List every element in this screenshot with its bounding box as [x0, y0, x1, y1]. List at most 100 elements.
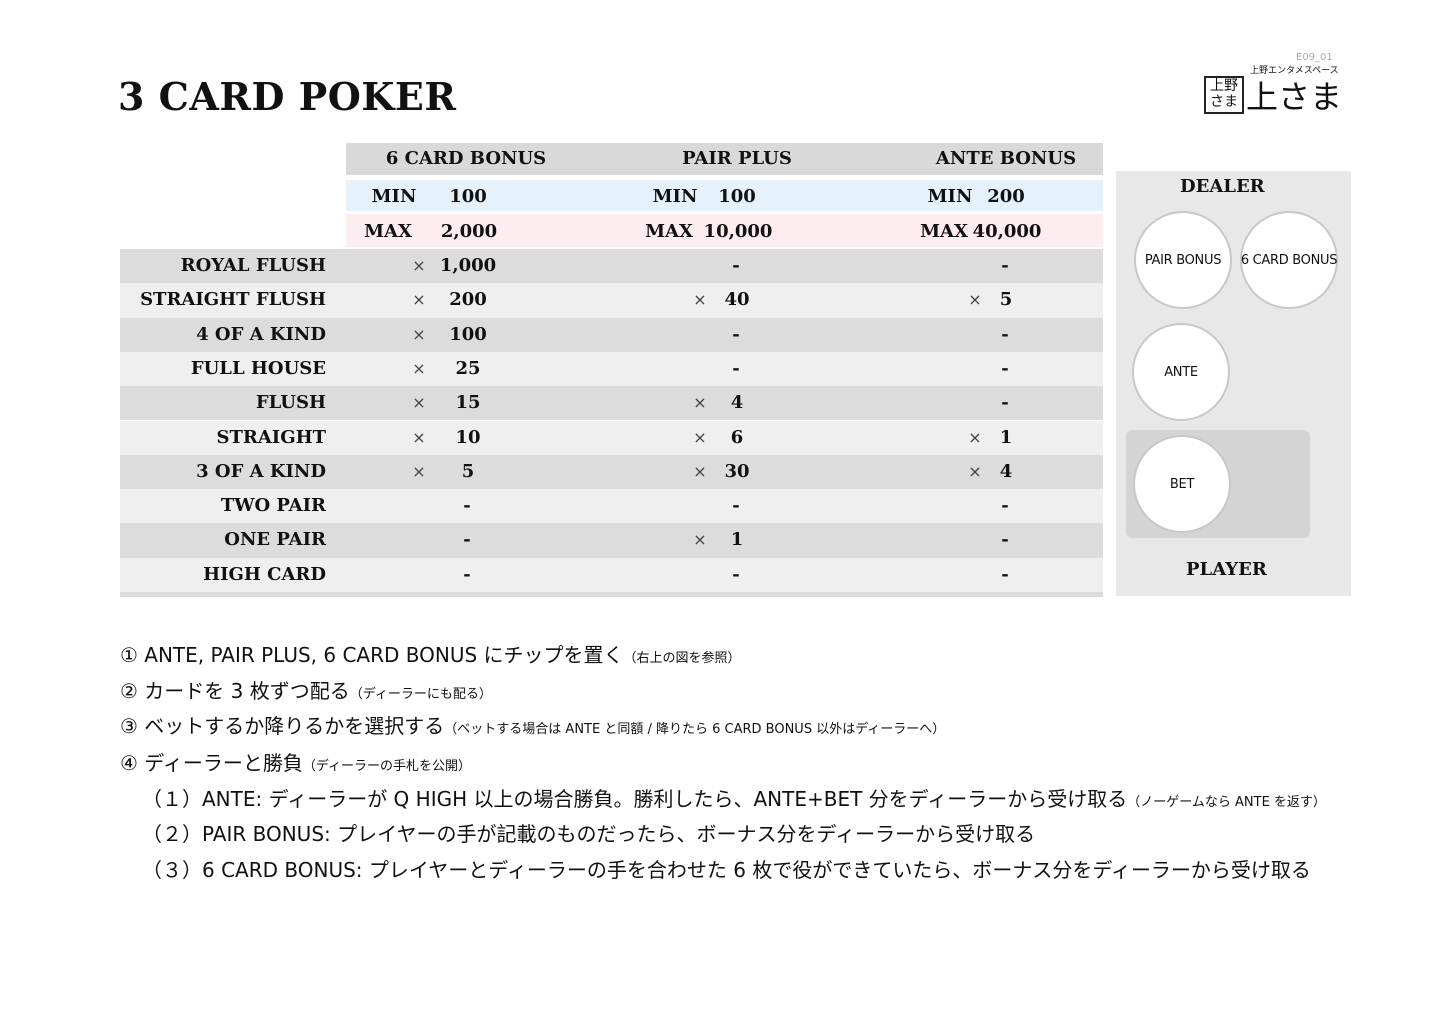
payout-value: - [1001, 392, 1009, 414]
multiplier-symbol: × [693, 461, 707, 481]
hand-name: STRAIGHT FLUSH [140, 289, 326, 311]
table-row [120, 386, 1103, 421]
instruction-note: （ノーゲームなら ANTE を返す） [1127, 795, 1326, 810]
payout-value: 40 [724, 289, 750, 311]
table-row [120, 420, 1103, 455]
payout-value: 1,000 [439, 255, 497, 276]
multiplier-symbol: × [412, 256, 426, 275]
payout-value: - [732, 255, 740, 276]
table-row [120, 454, 1103, 490]
multiplier-symbol: × [693, 427, 707, 447]
instruction-line: （２）PAIR BONUS: プレイヤーの手が記載のものだったら、ボーナス分をデ… [142, 818, 1035, 847]
max-row-band [346, 214, 1103, 247]
ante-spot: ANTE [1132, 323, 1230, 421]
min-label: MIN [371, 186, 417, 207]
hand-name: ROYAL FLUSH [180, 255, 326, 276]
max-label: MAX [645, 221, 693, 242]
instruction-text: ③ ベットするか降りるかを選択する [120, 714, 445, 738]
column-header: 6 CARD BONUS [385, 148, 547, 169]
min-value: 100 [718, 186, 756, 207]
column-header: PAIR PLUS [682, 148, 792, 169]
payout-value: 1 [999, 426, 1013, 448]
multiplier-symbol: × [412, 461, 426, 481]
payout-value: - [1001, 323, 1009, 345]
instruction-line: ② カードを 3 枚ずつ配る（ディーラーにも配る） [120, 675, 492, 704]
table-row [120, 317, 1103, 352]
payout-value: 6 [730, 426, 744, 448]
multiplier-symbol: × [412, 290, 426, 310]
multiplier-symbol: × [693, 530, 707, 550]
six-card-bonus-spot: 6 CARD BONUS [1240, 211, 1338, 309]
min-value: 200 [987, 186, 1025, 207]
payout-value: - [732, 323, 740, 345]
payout-value: - [1001, 563, 1009, 585]
instruction-text: ② カードを 3 枚ずつ配る [120, 679, 350, 703]
instruction-line: ① ANTE, PAIR PLUS, 6 CARD BONUS にチップを置く（… [120, 639, 741, 668]
payout-value: - [463, 529, 471, 551]
multiplier-symbol: × [693, 290, 707, 310]
table-row [120, 557, 1103, 592]
payout-value: - [1001, 255, 1009, 276]
multiplier-symbol: × [412, 393, 426, 413]
hand-name: TWO PAIR [220, 495, 326, 517]
logo-subtitle: 上野エンタメスペース [1250, 66, 1339, 76]
hand-name: ONE PAIR [224, 529, 326, 551]
dealer-label: DEALER [1180, 176, 1265, 197]
payout-value: - [1001, 495, 1009, 517]
instruction-text: （２）PAIR BONUS: プレイヤーの手が記載のものだったら、ボーナス分をデ… [142, 822, 1036, 846]
payout-value: 5 [461, 460, 475, 482]
instruction-line: ③ ベットするか降りるかを選択する（ベットする場合は ANTE と同額 / 降り… [120, 710, 945, 739]
logo-mark: 上野 さま [1204, 76, 1244, 114]
multiplier-symbol: × [693, 393, 707, 413]
table-bottom-border [120, 592, 1103, 597]
multiplier-symbol: × [968, 427, 982, 447]
logo-text: 上さま [1246, 78, 1343, 116]
payout-value: - [732, 563, 740, 585]
max-value: 2,000 [440, 221, 498, 242]
min-value: 100 [449, 186, 487, 207]
header-band [346, 143, 1103, 175]
instruction-note: （ディーラーにも配る） [349, 687, 492, 702]
multiplier-symbol: × [412, 427, 426, 447]
instruction-text: ④ ディーラーと勝負 [120, 751, 303, 775]
multiplier-symbol: × [968, 461, 982, 481]
payout-value: 15 [455, 392, 481, 414]
payout-value: 4 [730, 392, 744, 414]
hand-name: 4 OF A KIND [196, 323, 326, 345]
instruction-line: （１）ANTE: ディーラーが Q HIGH 以上の場合勝負。勝利したら、ANT… [142, 783, 1326, 812]
min-row-band [346, 180, 1103, 211]
multiplier-symbol: × [412, 358, 426, 378]
payout-value: 4 [999, 460, 1013, 482]
table-row [120, 283, 1103, 318]
payout-value: - [463, 563, 471, 585]
hand-name: STRAIGHT [216, 426, 326, 448]
max-label: MAX [920, 221, 968, 242]
instruction-note: （ベットする場合は ANTE と同額 / 降りたら 6 CARD BONUS 以… [444, 722, 946, 737]
page-title: 3 CARD POKER [118, 74, 457, 119]
table-row [120, 489, 1103, 524]
min-label: MIN [652, 186, 698, 207]
hand-name: FLUSH [255, 392, 326, 414]
payout-value: 5 [999, 289, 1013, 311]
payout-value: - [463, 495, 471, 517]
max-value: 40,000 [972, 221, 1042, 242]
multiplier-symbol: × [968, 290, 982, 310]
payout-value: 30 [724, 460, 750, 482]
instruction-text: （３）6 CARD BONUS: プレイヤーとディーラーの手を合わせた 6 枚で… [142, 858, 1311, 882]
payout-value: - [732, 357, 740, 379]
payout-value: - [1001, 357, 1009, 379]
instruction-text: ① ANTE, PAIR PLUS, 6 CARD BONUS にチップを置く [120, 643, 624, 667]
table-row [120, 249, 1103, 284]
hand-name: FULL HOUSE [190, 357, 326, 379]
payout-value: 10 [455, 426, 481, 448]
multiplier-symbol: × [412, 324, 426, 344]
column-header: ANTE BONUS [935, 148, 1077, 169]
document-code: E09_01 [1296, 52, 1333, 63]
payout-value: - [732, 495, 740, 517]
payout-value: 100 [449, 323, 487, 345]
hand-name: 3 OF A KIND [196, 460, 326, 482]
table-row [120, 351, 1103, 387]
instruction-line: （３）6 CARD BONUS: プレイヤーとディーラーの手を合わせた 6 枚で… [142, 854, 1311, 883]
instruction-line: ④ ディーラーと勝負（ディーラーの手札を公開） [120, 747, 471, 776]
